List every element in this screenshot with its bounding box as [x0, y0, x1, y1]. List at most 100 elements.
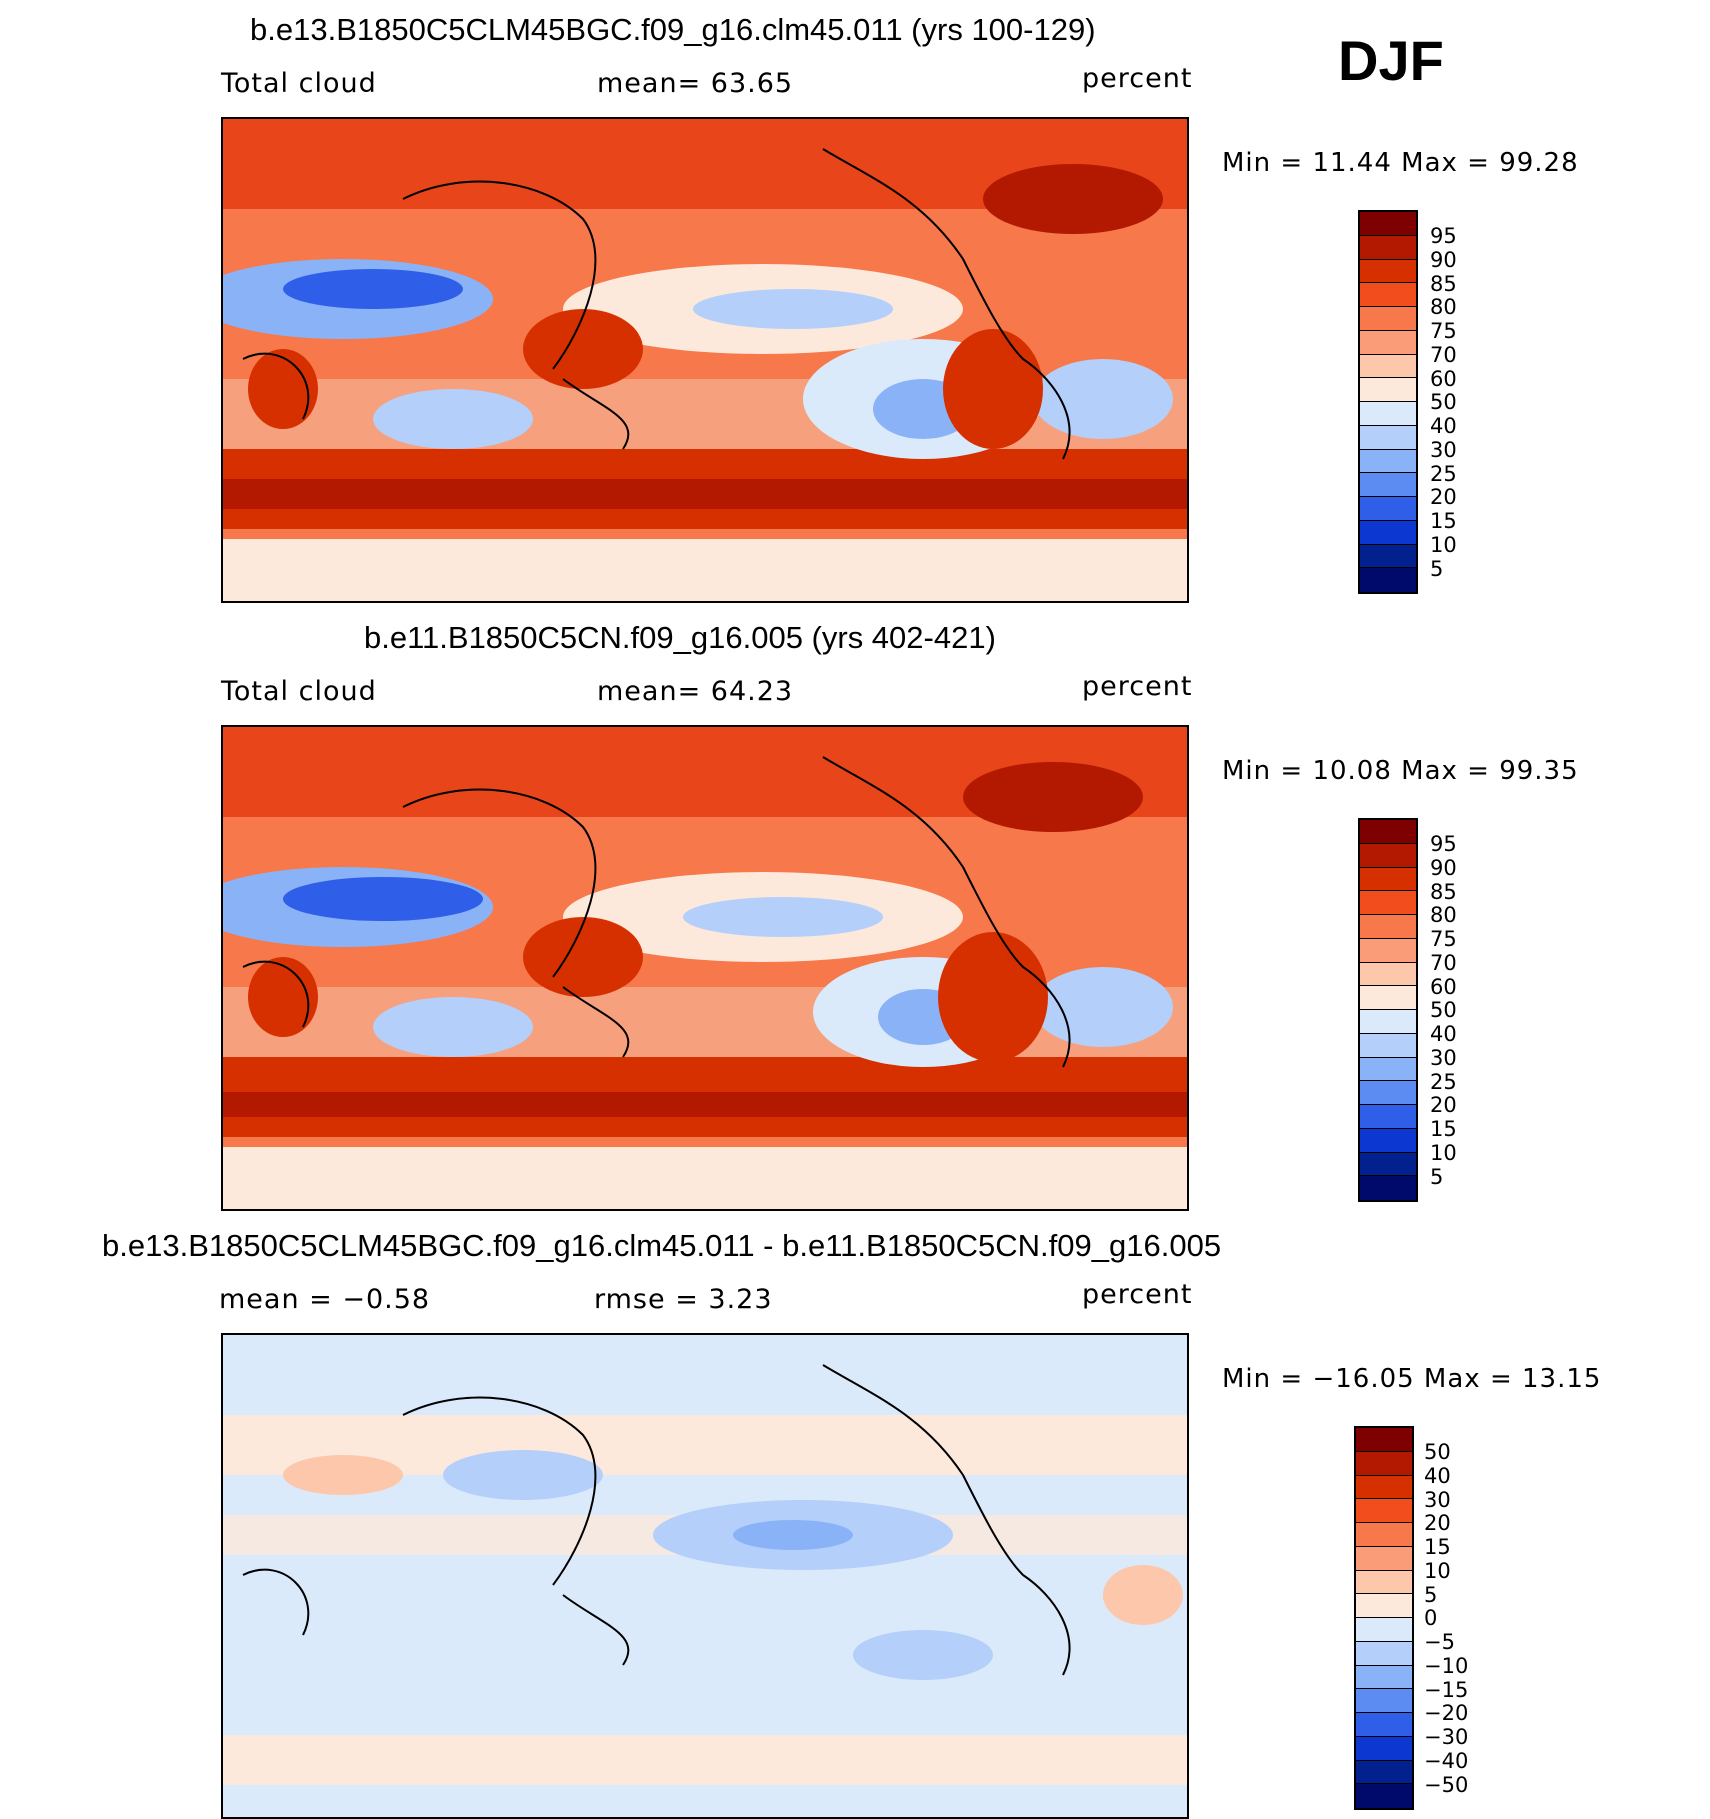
colorbar-swatch	[1356, 1618, 1412, 1642]
panel-3-map	[221, 1333, 1189, 1819]
colorbar-label: 95	[1430, 224, 1457, 248]
panel-2-units: percent	[1082, 671, 1193, 702]
colorbar-label: 20	[1430, 1093, 1457, 1118]
colorbar-swatch	[1360, 259, 1416, 284]
colorbar-label: 10	[1430, 532, 1457, 557]
panel-1-title: b.e13.B1850C5CLM45BGC.f09_g16.clm45.011 …	[250, 12, 1096, 47]
panel-1-colorbar	[1358, 210, 1418, 594]
colorbar-swatch	[1360, 354, 1416, 379]
panel-2-title: b.e11.B1850C5CN.f09_g16.005 (yrs 402-421…	[364, 620, 996, 655]
colorbar-swatch	[1360, 544, 1416, 569]
colorbar-swatch	[1356, 1475, 1412, 1500]
colorbar-label: 70	[1430, 950, 1457, 975]
colorbar-label: 80	[1430, 295, 1457, 320]
colorbar-label: −50	[1424, 1772, 1469, 1797]
colorbar-label: −5	[1424, 1630, 1455, 1654]
colorbar-swatch	[1360, 449, 1416, 474]
colorbar-label: 5	[1424, 1582, 1438, 1607]
colorbar-label: 40	[1430, 414, 1457, 438]
colorbar-label: 40	[1424, 1463, 1451, 1488]
colorbar-swatch	[1360, 820, 1416, 844]
colorbar-label: 70	[1430, 342, 1457, 367]
colorbar-swatch	[1360, 1057, 1416, 1082]
panel-2-mean: mean= 64.23	[597, 676, 794, 707]
colorbar-label: 15	[1430, 1117, 1457, 1141]
colorbar-swatch	[1360, 986, 1416, 1010]
colorbar-label: 15	[1430, 509, 1457, 533]
colorbar-swatch	[1360, 402, 1416, 426]
colorbar-swatch	[1360, 520, 1416, 545]
colorbar-swatch	[1360, 473, 1416, 497]
colorbar-swatch	[1360, 1081, 1416, 1105]
colorbar-swatch	[1360, 915, 1416, 939]
colorbar-swatch	[1360, 568, 1416, 592]
panel-3-minmax: Min = −16.05 Max = 13.15	[1222, 1364, 1602, 1394]
colorbar-label: 20	[1430, 485, 1457, 510]
panel-3-rmse: rmse = 3.23	[594, 1284, 773, 1315]
colorbar-label: 10	[1430, 1140, 1457, 1165]
colorbar-label: 85	[1430, 271, 1457, 296]
colorbar-swatch	[1360, 1176, 1416, 1200]
colorbar-label: 95	[1430, 832, 1457, 856]
colorbar-swatch	[1356, 1451, 1412, 1476]
colorbar-label: 85	[1430, 879, 1457, 904]
panel-1-minmax: Min = 11.44 Max = 99.28	[1222, 148, 1579, 178]
colorbar-swatch	[1356, 1760, 1412, 1785]
panel-1-map	[221, 117, 1189, 603]
colorbar-swatch	[1356, 1689, 1412, 1713]
colorbar-swatch	[1356, 1736, 1412, 1761]
colorbar-swatch	[1356, 1713, 1412, 1737]
panel-2-colorbar	[1358, 818, 1418, 1202]
colorbar-swatch	[1360, 283, 1416, 307]
panel-2-minmax: Min = 10.08 Max = 99.35	[1222, 756, 1579, 786]
colorbar-label: 25	[1430, 1069, 1457, 1094]
colorbar-swatch	[1356, 1594, 1412, 1618]
panel-2-variable: Total cloud	[221, 676, 377, 707]
colorbar-label: 60	[1430, 366, 1457, 391]
panel-3-map-field	[223, 1335, 1187, 1817]
panel-1-variable: Total cloud	[221, 68, 377, 99]
colorbar-label: −40	[1424, 1748, 1469, 1773]
colorbar-label: 75	[1430, 927, 1457, 951]
colorbar-label: 50	[1430, 390, 1457, 415]
colorbar-swatch	[1360, 235, 1416, 260]
panel-1-map-field	[223, 119, 1187, 601]
colorbar-swatch	[1360, 425, 1416, 450]
colorbar-label: 5	[1430, 1164, 1444, 1189]
colorbar-label: 5	[1430, 556, 1444, 581]
panel-3-mean: mean = −0.58	[219, 1284, 431, 1315]
colorbar-label: −20	[1424, 1701, 1469, 1726]
colorbar-swatch	[1360, 212, 1416, 236]
colorbar-swatch	[1356, 1665, 1412, 1690]
colorbar-label: 90	[1430, 247, 1457, 272]
colorbar-swatch	[1360, 938, 1416, 963]
colorbar-label: 30	[1430, 1045, 1457, 1070]
colorbar-label: 50	[1424, 1440, 1451, 1464]
colorbar-swatch	[1360, 843, 1416, 868]
season-label: DJF	[1338, 29, 1444, 92]
panel-2-map	[221, 725, 1189, 1211]
colorbar-swatch	[1356, 1570, 1412, 1595]
colorbar-swatch	[1360, 867, 1416, 892]
colorbar-label: 75	[1430, 319, 1457, 343]
colorbar-swatch	[1360, 962, 1416, 987]
colorbar-swatch	[1360, 1010, 1416, 1034]
colorbar-label: 15	[1424, 1535, 1451, 1559]
colorbar-swatch	[1360, 307, 1416, 331]
colorbar-swatch	[1360, 1152, 1416, 1177]
panel-2-map-field	[223, 727, 1187, 1209]
colorbar-swatch	[1360, 891, 1416, 915]
colorbar-label: 30	[1430, 437, 1457, 462]
colorbar-swatch	[1356, 1523, 1412, 1547]
colorbar-label: 25	[1430, 461, 1457, 486]
colorbar-swatch	[1356, 1784, 1412, 1808]
colorbar-swatch	[1360, 497, 1416, 521]
colorbar-swatch	[1356, 1499, 1412, 1523]
colorbar-label: 60	[1430, 974, 1457, 999]
panel-3-units: percent	[1082, 1279, 1193, 1310]
panel-1-units: percent	[1082, 63, 1193, 94]
colorbar-swatch	[1356, 1641, 1412, 1666]
colorbar-label: 50	[1430, 998, 1457, 1023]
colorbar-swatch	[1360, 1128, 1416, 1153]
colorbar-label: 40	[1430, 1022, 1457, 1046]
